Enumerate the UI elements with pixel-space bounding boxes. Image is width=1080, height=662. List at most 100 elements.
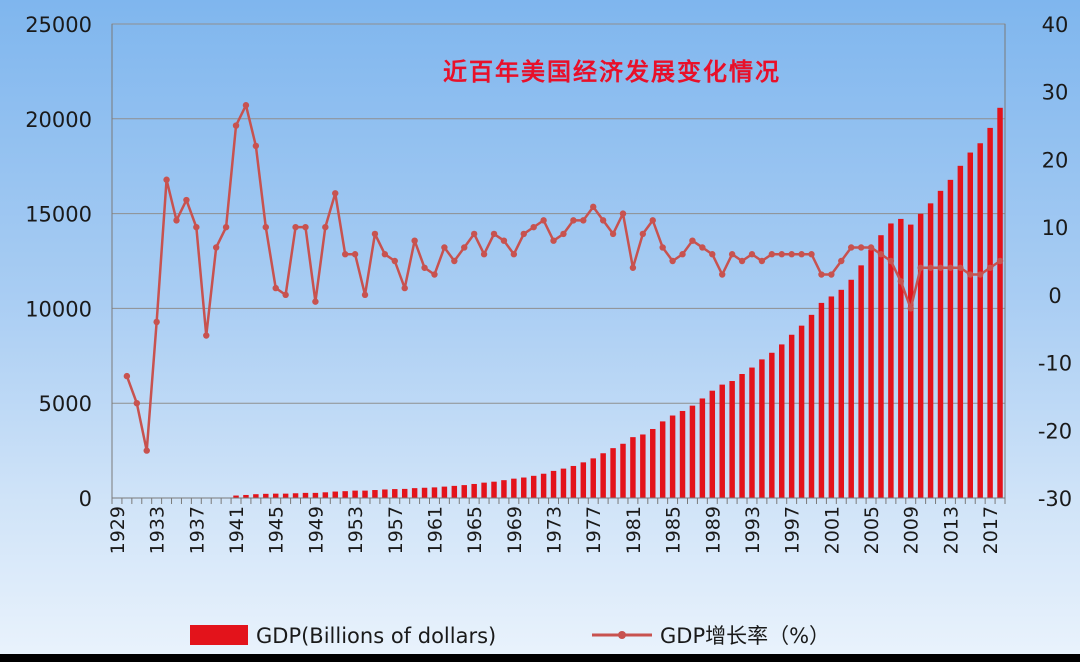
growth-point [867, 244, 875, 251]
growth-point [937, 264, 944, 271]
growth-point [758, 257, 766, 265]
gdp-bar [312, 492, 319, 498]
growth-point [520, 230, 527, 238]
right-tick-label: -20 [1038, 419, 1072, 443]
x-tick-label: 1953 [345, 506, 367, 554]
gdp-bar [263, 493, 269, 498]
gdp-bar [431, 487, 438, 498]
x-tick-label: 1993 [742, 506, 764, 554]
gdp-bar [253, 494, 259, 498]
left-tick-label: 15000 [25, 203, 92, 227]
growth-point [590, 203, 597, 211]
gdp-bar [997, 107, 1003, 499]
gdp-bar [362, 490, 368, 498]
growth-point [153, 318, 160, 326]
x-tick-label: 2001 [821, 506, 843, 554]
growth-point [649, 217, 656, 224]
growth-point [818, 271, 825, 278]
gdp-bar [977, 143, 983, 498]
gdp-bar [292, 493, 299, 498]
legend-growth-marker [618, 631, 626, 639]
growth-point [431, 271, 438, 278]
gdp-bar [719, 384, 725, 498]
x-tick-label: 1937 [186, 506, 208, 554]
gdp-bar [382, 489, 388, 498]
growth-point [996, 257, 1004, 265]
gdp-bar [729, 381, 735, 498]
growth-point [292, 223, 299, 231]
growth-point [788, 251, 795, 258]
growth-point [312, 298, 319, 305]
gdp-bar [570, 465, 577, 498]
growth-point [619, 210, 627, 217]
growth-point [719, 271, 726, 278]
left-tick-label: 25000 [25, 13, 92, 37]
growth-point [461, 244, 468, 251]
growth-point [203, 332, 210, 339]
gdp-bar [352, 490, 358, 498]
gdp-bar [233, 495, 239, 498]
growth-point [570, 217, 577, 224]
gdp-bar [650, 428, 656, 498]
x-tick-label: 1977 [583, 506, 605, 554]
growth-point [222, 223, 230, 231]
gdp-bar [411, 488, 418, 498]
x-tick-label: 1973 [544, 506, 566, 554]
gdp-bar [530, 475, 537, 498]
gdp-bar [927, 203, 934, 499]
gdp-bar [521, 477, 527, 498]
x-tick-label: 1941 [226, 506, 248, 554]
growth-point [808, 251, 815, 258]
growth-point [401, 284, 408, 292]
gdp-bar [739, 374, 745, 498]
growth-point [500, 237, 508, 244]
growth-point [510, 251, 518, 258]
growth-point [967, 271, 974, 278]
growth-point [232, 122, 240, 129]
gdp-bar [749, 367, 755, 498]
growth-point [907, 305, 914, 312]
gdp-bar [272, 493, 279, 498]
growth-point [451, 257, 458, 265]
growth-point [421, 264, 428, 271]
growth-point [738, 257, 746, 265]
gdp-bar [659, 421, 666, 498]
growth-point [947, 264, 954, 271]
gdp-bar [868, 249, 874, 498]
gdp-bar [759, 359, 765, 498]
growth-point [986, 264, 994, 271]
growth-point [848, 244, 855, 251]
gdp-bar [908, 224, 914, 498]
gdp-bar [788, 334, 795, 498]
gdp-bar [898, 218, 904, 498]
chart-title: 近百年美国经济发展变化情况 [443, 57, 781, 86]
gdp-bar [401, 488, 408, 498]
growth-point [143, 447, 150, 454]
gdp-bar [630, 437, 636, 498]
growth-point [441, 244, 448, 251]
x-tick-label: 1957 [385, 506, 407, 554]
growth-point [778, 251, 785, 258]
x-tick-label: 2017 [980, 506, 1002, 554]
x-tick-label: 1961 [424, 506, 446, 554]
gdp-bar [461, 485, 467, 498]
growth-point [480, 251, 488, 258]
growth-point [629, 264, 637, 271]
gdp-bar [550, 470, 557, 498]
right-tick-label: -10 [1038, 352, 1072, 376]
growth-point [659, 244, 666, 251]
gdp-bar [679, 410, 686, 498]
growth-point [381, 251, 389, 258]
growth-point [212, 244, 220, 251]
gdp-bar [590, 458, 596, 498]
x-tick-label: 1981 [623, 506, 645, 554]
growth-point [838, 257, 845, 265]
gdp-bar [372, 490, 378, 498]
gdp-bar [471, 483, 477, 498]
gdp-bar [669, 415, 676, 498]
growth-point [371, 230, 379, 238]
axes [111, 24, 1006, 504]
right-tick-label: -30 [1038, 487, 1072, 511]
growth-point [252, 142, 260, 150]
gdp-bar [600, 453, 606, 498]
